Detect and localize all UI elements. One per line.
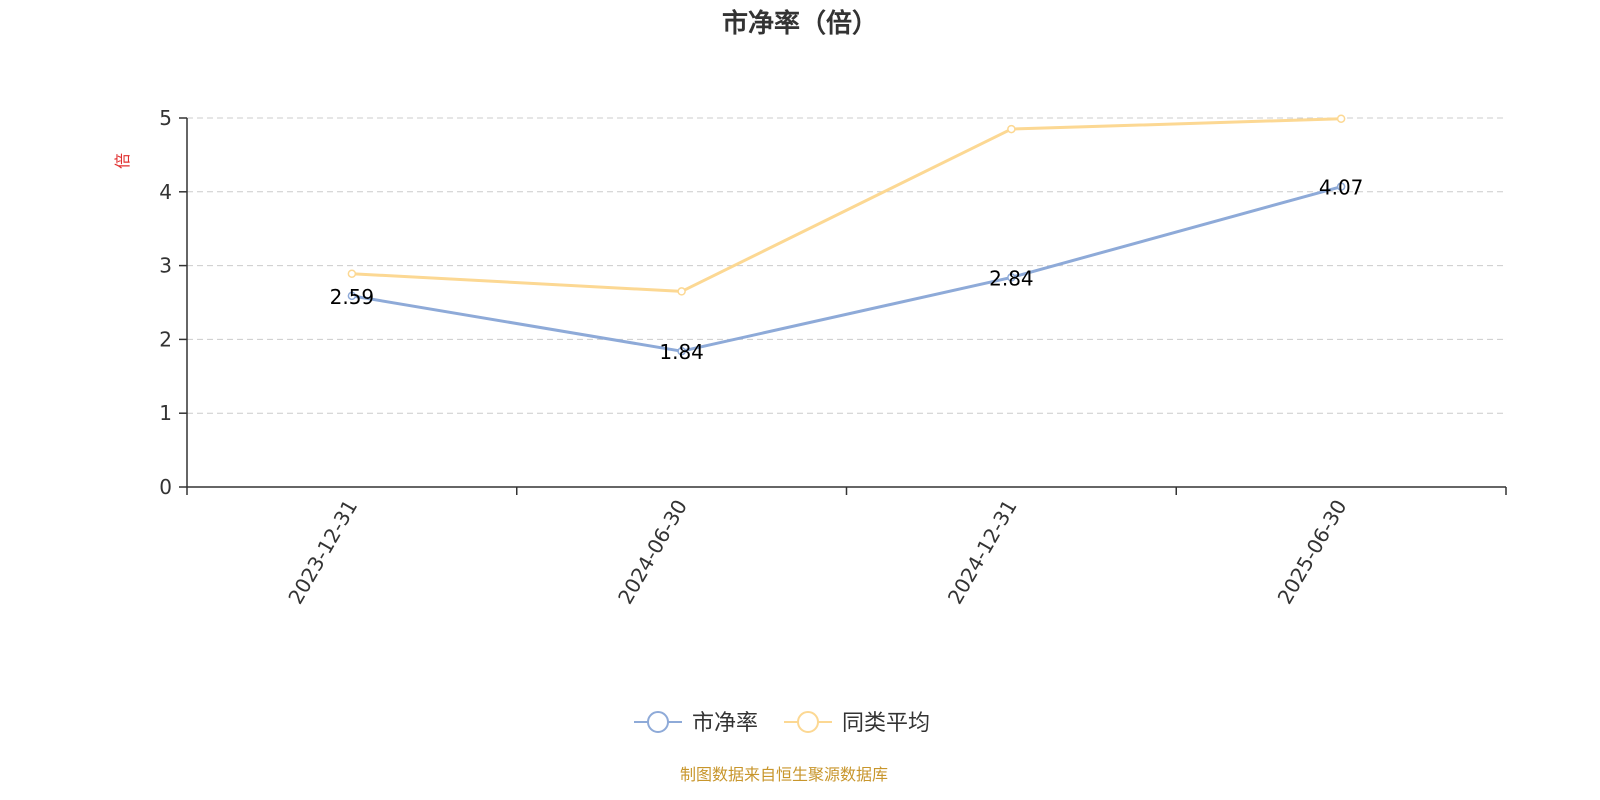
x-tick-label: 2024-12-31 xyxy=(943,496,1022,609)
y-tick-label: 5 xyxy=(159,106,172,130)
legend-pb-label: 市净率 xyxy=(692,711,758,736)
source-note: 制图数据来自恒生聚源数据库 xyxy=(680,765,888,784)
y-tick-label: 0 xyxy=(159,475,172,499)
x-tick-label: 2024-06-30 xyxy=(613,496,692,609)
data-point-peer-average xyxy=(347,269,357,278)
series-line-peer-average xyxy=(351,117,1342,293)
series-line-pb xyxy=(351,185,1342,353)
x-axis-ticks: 2023-12-31 2024-06-30 2024-12-31 2025-06-30 xyxy=(186,487,1507,609)
y-tick-label: 4 xyxy=(159,180,172,204)
data-label-pb: 4.07 xyxy=(1319,176,1364,200)
data-point-peer-average xyxy=(1336,114,1346,123)
legend-peer-label: 同类平均 xyxy=(842,711,930,736)
data-point-pb xyxy=(677,346,686,356)
x-tick-label: 2025-06-30 xyxy=(1273,496,1352,609)
data-label-pb: 2.84 xyxy=(989,266,1034,290)
y-axis-unit-label: 倍 xyxy=(113,153,132,169)
data-label-pb: 2.59 xyxy=(330,285,375,309)
legend: 市净率 同类平均 xyxy=(634,711,930,736)
data-point-pb xyxy=(1007,273,1016,282)
gridlines xyxy=(187,117,1506,414)
y-tick-label: 2 xyxy=(159,327,172,351)
chart-title: 市净率（倍） xyxy=(722,8,878,39)
data-point-peer-average xyxy=(677,287,686,296)
data-label-pb: 1.84 xyxy=(659,340,704,364)
legend-pb-circle-icon xyxy=(647,711,669,733)
data-point-peer-average xyxy=(1007,124,1016,134)
y-axis-ticks: 0 1 2 3 4 5 xyxy=(159,106,187,499)
data-point-pb xyxy=(347,291,357,301)
y-tick-label: 1 xyxy=(159,401,172,425)
y-tick-label: 3 xyxy=(159,254,172,278)
data-labels: 2.59 1.84 2.84 4.07 xyxy=(330,176,1364,365)
x-tick-label: 2023-12-31 xyxy=(283,496,362,609)
legend-item-peer-average[interactable]: 同类平均 xyxy=(784,711,930,736)
series-lines xyxy=(347,114,1346,356)
data-point-pb xyxy=(1336,182,1346,191)
legend-peer-circle-icon xyxy=(797,711,819,733)
legend-item-pb[interactable]: 市净率 xyxy=(634,711,758,736)
